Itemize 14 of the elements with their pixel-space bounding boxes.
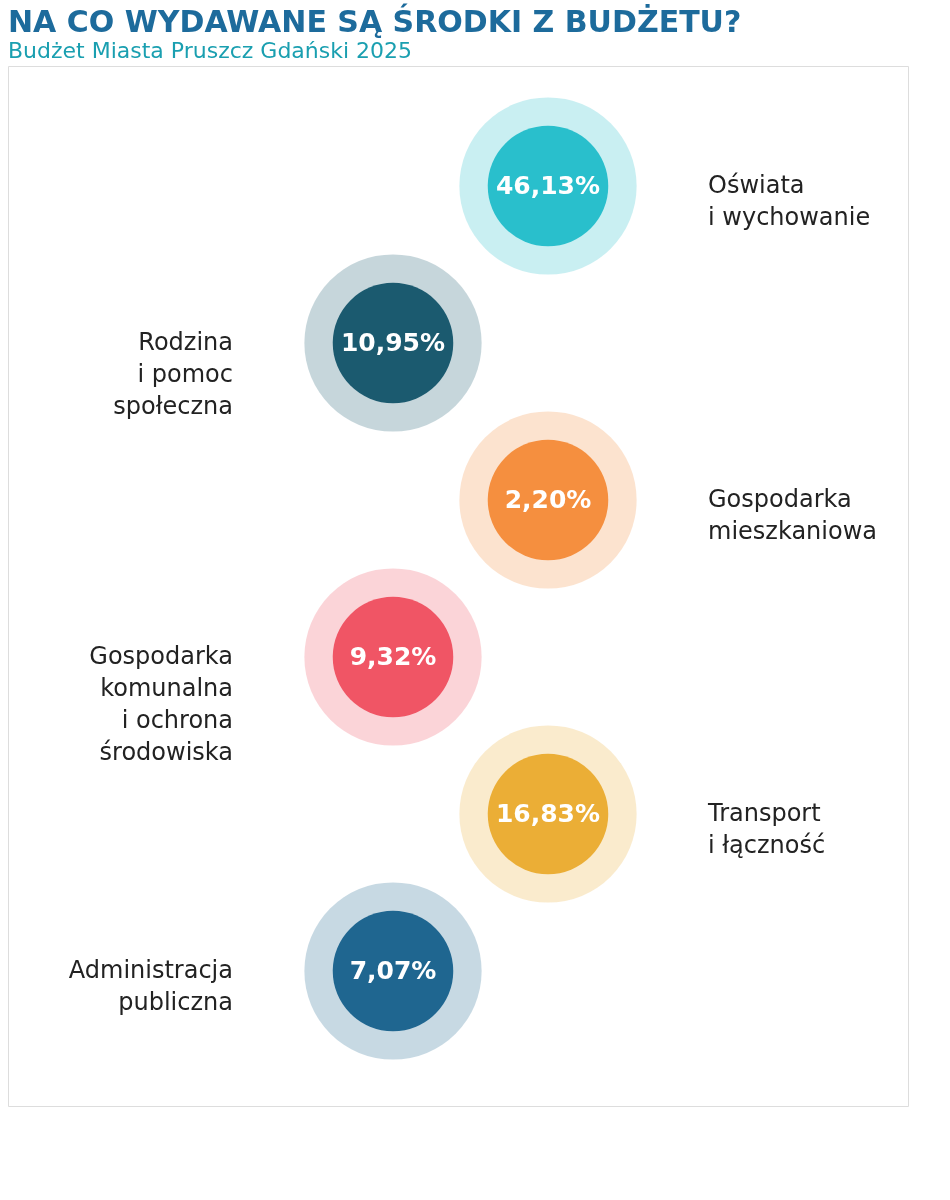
text: NA CO WYDAWANE SĄ ŚRODKI Z BUDŻETU? — [8, 3, 742, 39]
data-label: 9,32% — [349, 642, 437, 671]
category-label: Rodzina i pomoc społeczna — [113, 328, 233, 420]
data-label: 16,83% — [495, 799, 601, 828]
data-label: 7,07% — [349, 956, 437, 985]
category-label: Gospodarka mieszkaniowa — [708, 485, 877, 545]
category-label: Oświata i wychowanie — [708, 171, 871, 231]
data-label: 46,13% — [495, 171, 601, 200]
data-label: 10,95% — [340, 328, 446, 357]
data-label: 2,20% — [504, 485, 592, 514]
category-label: Administracja publiczna — [68, 956, 233, 1016]
category-label: Transport i łączność — [707, 799, 826, 859]
text: Budżet Miasta Pruszcz Gdański 2025 — [8, 38, 413, 63]
category-label: Gospodarka komunalna i ochrona środowiska — [89, 642, 233, 766]
